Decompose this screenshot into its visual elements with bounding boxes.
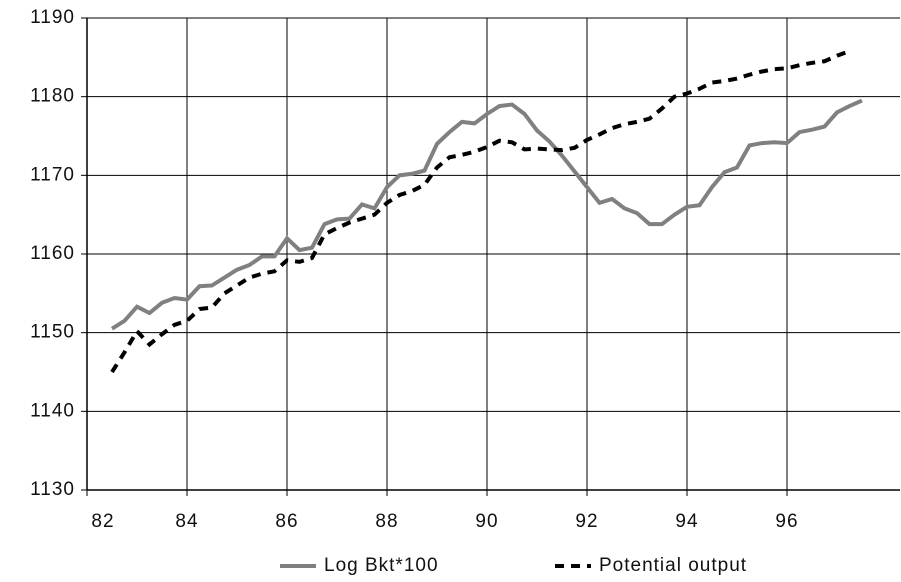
series-line [110, 98, 863, 331]
x-tick-label: 96 [775, 511, 798, 532]
x-tick-label: 82 [91, 511, 114, 532]
legend-label: Potential output [599, 555, 747, 576]
x-tick-label: 92 [575, 511, 598, 532]
series-line [110, 49, 851, 374]
y-tick-label: 1170 [30, 164, 75, 185]
y-tick-label: 1180 [30, 86, 75, 107]
y-tick-label: 1130 [30, 479, 75, 500]
x-tick-label: 88 [375, 511, 398, 532]
x-tick-label: 94 [675, 511, 698, 532]
x-tick-label: 90 [475, 511, 498, 532]
x-tick-label: 84 [175, 511, 198, 532]
y-tick-label: 1150 [30, 322, 75, 343]
y-tick-label: 1190 [30, 7, 75, 28]
x-tick-label: 86 [275, 511, 298, 532]
legend-label: Log Bkt*100 [324, 555, 439, 576]
y-tick-label: 1160 [30, 243, 75, 264]
y-tick-label: 1140 [30, 400, 75, 421]
